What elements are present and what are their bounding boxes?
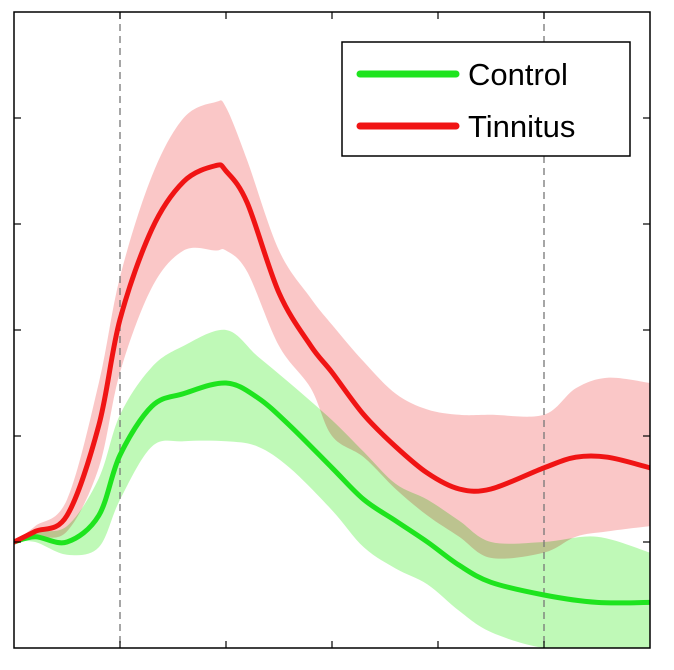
confidence-band-control [14, 329, 650, 648]
confidence-band-tinnitus [14, 100, 650, 559]
legend-box [341, 41, 631, 157]
series-line-control [14, 380, 650, 606]
axes [13, 11, 651, 649]
reference-lines [119, 12, 545, 648]
legend-label-control: Control [468, 57, 568, 92]
series-lines [14, 162, 650, 606]
series-line-tinnitus [14, 162, 650, 545]
legend-label-tinnitus: Tinnitus [468, 109, 575, 144]
legend: Control Tinnitus [341, 41, 631, 157]
confidence-bands [14, 100, 650, 648]
